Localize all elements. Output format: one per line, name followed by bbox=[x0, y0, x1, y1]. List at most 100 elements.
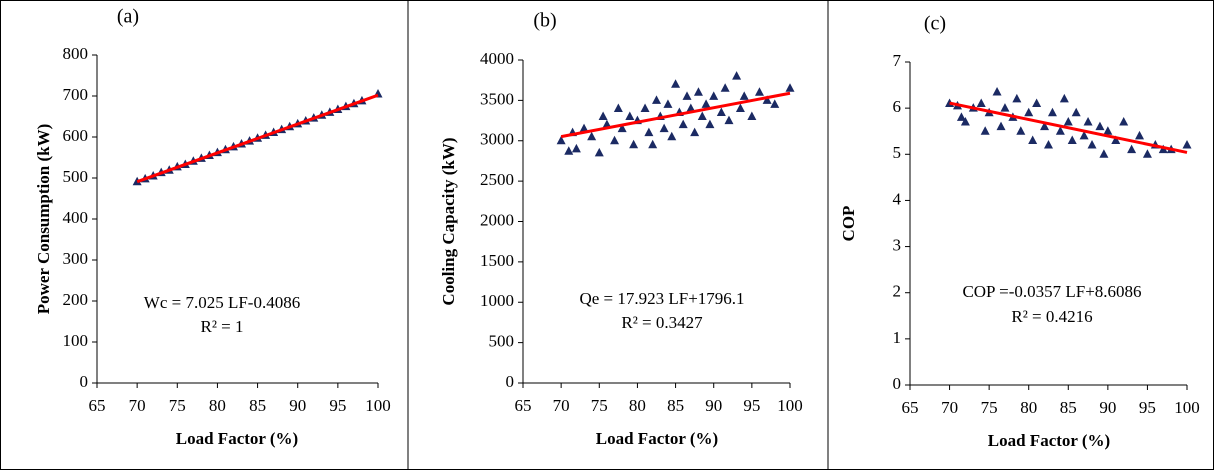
y-tick-label: 2000 bbox=[480, 210, 514, 229]
data-point bbox=[617, 123, 627, 133]
panel-label: (b) bbox=[533, 10, 556, 32]
y-tick-label: 100 bbox=[63, 331, 89, 350]
data-point bbox=[690, 127, 700, 137]
x-tick-label: 85 bbox=[249, 396, 266, 415]
x-tick-label: 100 bbox=[1174, 398, 1200, 417]
y-tick-label: 200 bbox=[63, 290, 89, 309]
data-point bbox=[739, 91, 749, 100]
x-axis-title: Load Factor (%) bbox=[988, 431, 1110, 450]
data-point bbox=[1135, 130, 1145, 140]
panel-label: (a) bbox=[117, 6, 139, 28]
y-tick-label: 300 bbox=[63, 249, 89, 268]
x-tick-label: 65 bbox=[902, 398, 919, 417]
x-tick-label: 85 bbox=[667, 396, 684, 415]
data-point bbox=[579, 123, 589, 133]
data-point bbox=[1059, 93, 1069, 103]
x-tick-label: 90 bbox=[1099, 398, 1116, 417]
data-point bbox=[1067, 135, 1077, 144]
data-point bbox=[667, 131, 677, 141]
data-point bbox=[602, 119, 612, 129]
x-tick-label: 95 bbox=[329, 396, 346, 415]
data-point bbox=[770, 99, 780, 108]
data-point bbox=[652, 95, 661, 104]
data-point bbox=[1103, 126, 1113, 135]
y-tick-label: 500 bbox=[489, 332, 515, 351]
x-tick-label: 85 bbox=[1060, 398, 1077, 417]
x-axis-title: Load Factor (%) bbox=[176, 429, 298, 448]
data-point bbox=[724, 115, 734, 125]
x-tick-label: 90 bbox=[289, 396, 306, 415]
y-tick-label: 3000 bbox=[480, 130, 514, 149]
x-tick-label: 70 bbox=[553, 396, 570, 415]
data-point bbox=[785, 83, 795, 92]
x-tick-label: 70 bbox=[941, 398, 958, 417]
x-tick-label: 80 bbox=[1020, 398, 1037, 417]
y-tick-label: 0 bbox=[893, 374, 902, 393]
annotation: R² = 0.3427 bbox=[621, 313, 703, 332]
data-point bbox=[1111, 135, 1121, 144]
data-point bbox=[996, 121, 1006, 131]
y-tick-label: 4 bbox=[893, 189, 902, 208]
data-point bbox=[1087, 140, 1097, 149]
data-point bbox=[1047, 107, 1057, 117]
x-tick-label: 75 bbox=[591, 396, 608, 415]
data-point bbox=[980, 126, 990, 135]
data-point bbox=[720, 83, 730, 92]
data-point bbox=[629, 139, 639, 149]
y-tick-label: 1 bbox=[893, 328, 902, 347]
data-point bbox=[613, 103, 623, 112]
trend-line bbox=[949, 101, 1188, 154]
data-point bbox=[1095, 121, 1105, 131]
data-point bbox=[1040, 121, 1050, 131]
data-point bbox=[663, 99, 673, 108]
data-point bbox=[1012, 93, 1022, 103]
data-point bbox=[960, 116, 970, 126]
data-point bbox=[1079, 130, 1089, 140]
data-point bbox=[1000, 103, 1010, 112]
data-point bbox=[644, 127, 654, 137]
data-point bbox=[564, 146, 574, 155]
data-point bbox=[762, 95, 772, 104]
y-axis-title: Power Consumption (kW) bbox=[34, 124, 53, 314]
y-tick-label: 600 bbox=[63, 126, 89, 145]
data-point bbox=[1063, 116, 1073, 126]
y-tick-label: 5 bbox=[893, 143, 902, 162]
y-tick-label: 4000 bbox=[480, 49, 514, 68]
y-tick-label: 7 bbox=[893, 51, 902, 70]
y-tick-label: 1000 bbox=[480, 291, 514, 310]
y-tick-label: 0 bbox=[80, 372, 89, 391]
annotation: COP =-0.0357 LF+8.6086 bbox=[962, 282, 1141, 301]
x-tick-label: 80 bbox=[629, 396, 646, 415]
data-point bbox=[571, 143, 581, 153]
data-point bbox=[693, 87, 703, 96]
data-point bbox=[705, 119, 715, 129]
data-point bbox=[992, 86, 1002, 96]
data-point bbox=[686, 103, 696, 112]
x-tick-label: 75 bbox=[981, 398, 998, 417]
y-tick-label: 2500 bbox=[480, 170, 514, 189]
data-point bbox=[640, 103, 650, 112]
data-point bbox=[1016, 126, 1026, 135]
y-tick-label: 3 bbox=[893, 235, 902, 254]
data-point bbox=[701, 99, 711, 108]
data-point bbox=[678, 119, 688, 129]
data-point bbox=[1071, 107, 1081, 117]
y-tick-label: 3500 bbox=[480, 89, 514, 108]
trend-line bbox=[560, 91, 791, 139]
y-tick-label: 6 bbox=[893, 97, 902, 116]
annotation: Wc = 7.025 LF-0.4086 bbox=[144, 293, 300, 312]
data-point bbox=[1127, 144, 1137, 154]
x-tick-label: 90 bbox=[705, 396, 722, 415]
x-tick-label: 65 bbox=[515, 396, 532, 415]
annotation: R² = 1 bbox=[200, 317, 243, 336]
data-point bbox=[697, 111, 707, 121]
panel-label: (c) bbox=[924, 13, 946, 35]
data-point bbox=[1119, 116, 1129, 126]
data-point bbox=[716, 107, 726, 116]
trend-line bbox=[136, 93, 379, 184]
x-tick-label: 70 bbox=[129, 396, 146, 415]
x-tick-label: 65 bbox=[89, 396, 106, 415]
y-tick-label: 400 bbox=[63, 208, 89, 227]
data-point bbox=[1099, 149, 1109, 158]
